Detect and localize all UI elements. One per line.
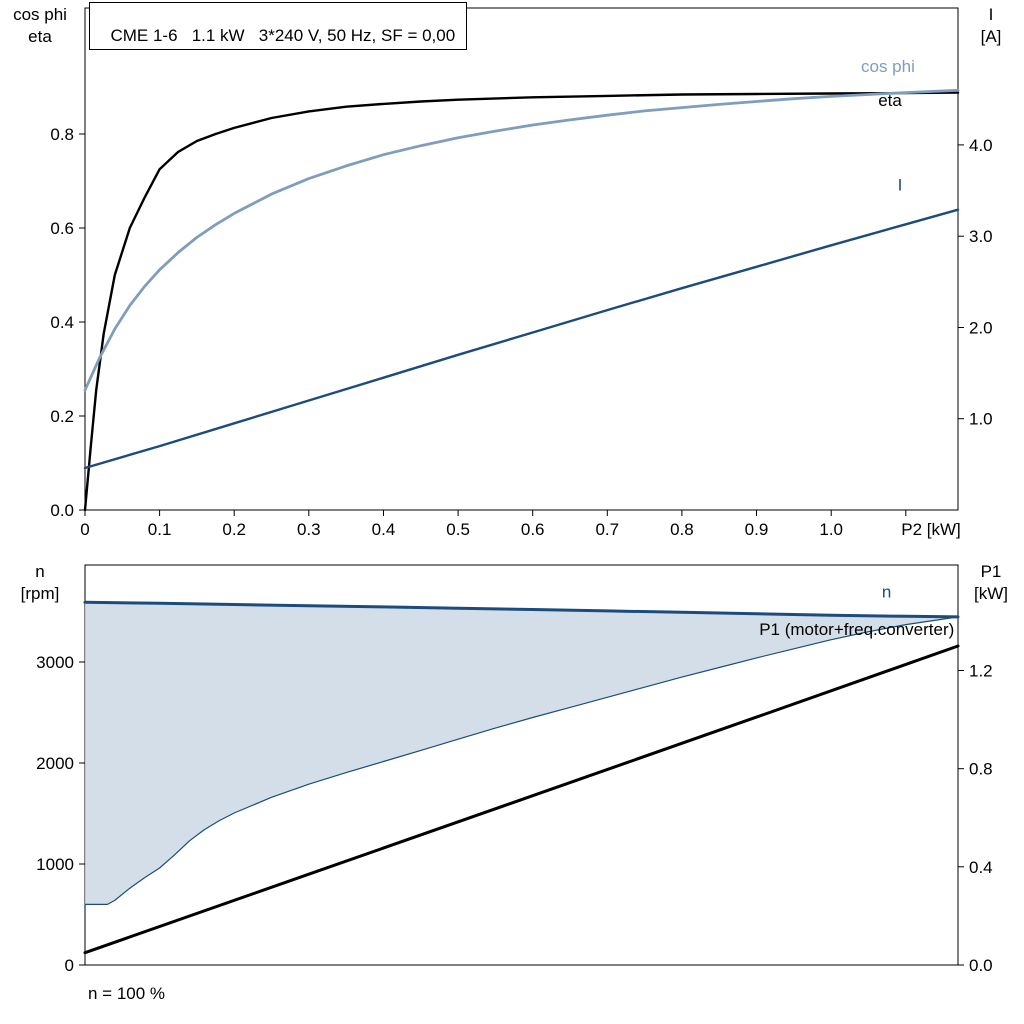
y-left-tick-label: 0.6	[50, 219, 74, 238]
y-left-axis-title: n	[35, 562, 44, 581]
y-right-tick-label: 2.0	[969, 319, 993, 338]
y-left-tick-label: 1000	[36, 855, 74, 874]
y-left-tick-label: 0.2	[50, 407, 74, 426]
plot-frame	[84, 7, 959, 511]
y-left-axis-title: cos phi	[13, 5, 67, 24]
y-right-tick-label: 0.4	[969, 858, 993, 877]
x-axis-tick-label: 0.2	[222, 520, 246, 539]
curve-cos-phi	[83, 88, 960, 392]
y-left-tick-label: 2000	[36, 754, 74, 773]
y-right-tick-label: 3.0	[969, 227, 993, 246]
chart-title: CME 1-6 1.1 kW 3*240 V, 50 Hz, SF = 0,00	[110, 26, 456, 45]
y-right-tick-label: 4.0	[969, 136, 993, 155]
y-right-axis-title: P1	[981, 562, 1002, 581]
y-right-tick-label: 1.0	[969, 410, 993, 429]
curve-label-cos-phi: cos phi	[861, 57, 915, 76]
curve-label-n: n	[882, 582, 891, 601]
x-axis-tick-label: 0	[80, 520, 89, 539]
x-axis-tick-label: 0.3	[297, 520, 321, 539]
y-left-tick-label: 0.0	[50, 501, 74, 520]
y-left-axis-title: eta	[28, 27, 52, 46]
curve-n-min	[84, 616, 959, 906]
y-right-axis-title: [A]	[981, 27, 1002, 46]
y-right-tick-label: 0.0	[969, 956, 993, 975]
speed-range-area	[85, 602, 958, 905]
x-axis-tick-label: 0.6	[521, 520, 545, 539]
y-right-tick-label: 0.8	[969, 760, 993, 779]
curve-label-p1-motor-freq-converter: P1 (motor+freq.converter)	[759, 620, 954, 639]
y-left-tick-label: 0	[65, 956, 74, 975]
x-axis-tick-label: 1.0	[819, 520, 843, 539]
x-axis-unit-label: P2 [kW]	[901, 520, 961, 539]
y-right-axis-title: [kW]	[974, 584, 1008, 603]
y-left-tick-label: 0.8	[50, 125, 74, 144]
curve-n	[83, 600, 960, 619]
y-right-axis-title: I	[989, 5, 994, 24]
x-axis-tick-label: 0.7	[595, 520, 619, 539]
curve-label-eta: eta	[878, 91, 902, 110]
x-axis-tick-label: 0.1	[148, 520, 172, 539]
chart-title-box: CME 1-6 1.1 kW 3*240 V, 50 Hz, SF = 0,00	[89, 2, 468, 50]
x-axis-tick-label: 0.8	[670, 520, 694, 539]
y-left-axis-title: [rpm]	[21, 584, 60, 603]
x-axis-tick-label: 0.9	[745, 520, 769, 539]
x-axis-tick-label: 0.4	[372, 520, 396, 539]
curve-eta	[83, 91, 960, 512]
curve-i	[83, 208, 960, 470]
speed-footnote: n = 100 %	[88, 984, 166, 1003]
curve-p1-motor-freq-converter	[83, 644, 960, 955]
y-left-tick-label: 0.4	[50, 313, 74, 332]
curve-label-i: I	[898, 176, 903, 195]
y-left-tick-label: 3000	[36, 653, 74, 672]
x-axis-tick-label: 0.5	[446, 520, 470, 539]
y-right-tick-label: 1.2	[969, 662, 993, 681]
